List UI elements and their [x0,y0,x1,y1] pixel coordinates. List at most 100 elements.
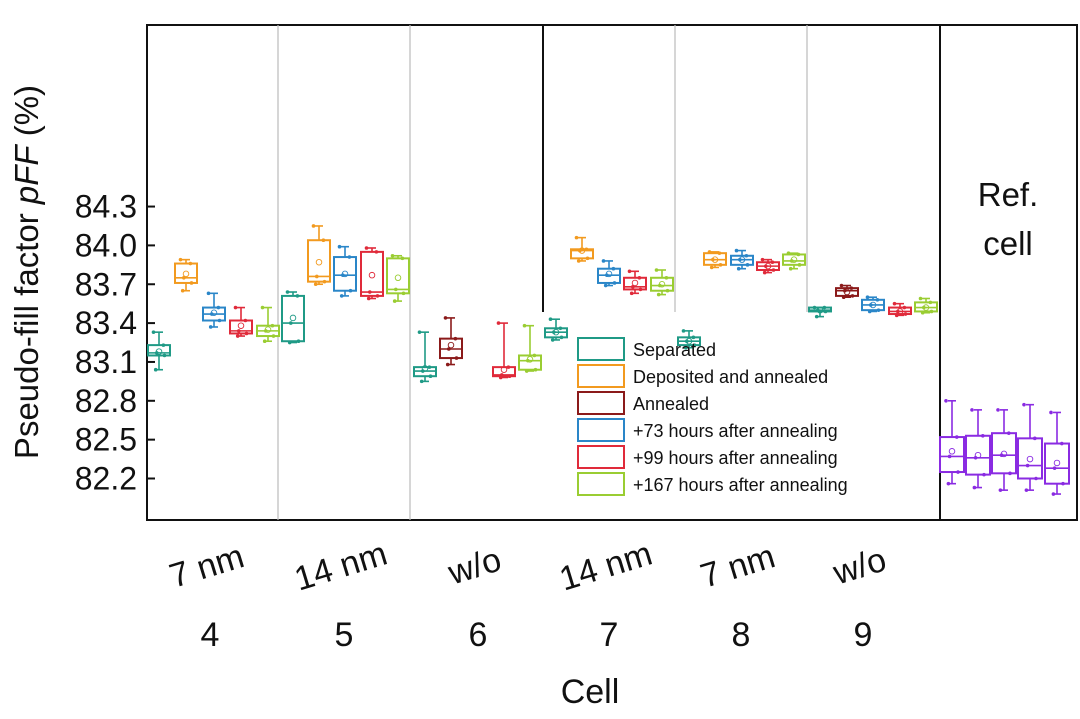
data-point [903,312,908,316]
data-point [786,251,791,255]
data-point [428,374,433,378]
y-axis-label: Pseudo-fill factor pFF (%) [8,85,45,459]
data-point [709,265,714,270]
box-5-series-1 [307,224,331,287]
data-point [337,244,342,249]
data-point [155,351,159,355]
data-point [206,291,211,296]
data-point [339,294,344,298]
y-tick-label: 83.1 [75,344,137,380]
data-point [849,286,854,290]
data-point [790,259,794,263]
layer-thickness-label: 7 nm [696,537,779,595]
data-point [289,321,293,325]
data-point [548,317,553,322]
data-point [506,365,511,369]
data-point [217,318,222,323]
data-point [770,260,775,265]
x-axis: 7 nm 4 14 nm 5 w/o 6 14 nm 7 7 nm 8 w/o 9 [165,534,891,654]
data-point [584,247,589,252]
data-point [390,253,395,258]
box-7-series-1 [570,235,594,263]
mean-marker [368,271,376,279]
box-iqr [386,257,410,295]
data-point [262,339,267,344]
data-point [368,290,372,294]
reference-cell-boxes [939,399,1070,496]
data-point [188,261,193,266]
legend-swatch [577,418,625,442]
data-point [892,301,897,306]
box-9-series-0 [808,305,832,319]
mean-marker [421,365,429,372]
data-point [161,343,166,347]
data-point [946,481,951,486]
data-point [665,288,670,293]
data-point [522,323,527,328]
data-point [865,295,870,300]
data-point [664,275,669,280]
data-point [210,312,214,316]
data-point [745,263,750,267]
data-point [401,291,406,296]
mean-marker [631,279,639,287]
data-point [1052,466,1057,470]
data-point [1025,463,1030,468]
data-point [736,266,741,271]
data-point [605,273,609,277]
data-point [443,316,448,320]
data-point [944,399,948,403]
box-iqr [1017,437,1043,480]
box-7-series-5 [650,268,674,297]
data-point [313,282,318,287]
data-point [374,250,379,254]
data-point [691,335,696,340]
mean-marker [237,322,245,329]
data-point [812,305,817,310]
data-point [321,238,326,243]
box-iqr [307,239,331,283]
data-point [417,330,422,334]
legend-label: +99 hours after annealing [633,448,838,468]
layer-thickness-label: 7 nm [165,537,248,595]
data-point [996,408,1000,412]
data-point [552,330,556,334]
data-point [445,362,450,367]
data-point [496,321,501,325]
data-point [260,305,265,310]
data-point [558,326,563,331]
data-point [738,257,742,262]
data-point [392,299,397,303]
box-9-series-3 [861,295,885,314]
data-point [629,291,634,296]
data-point [454,356,459,360]
mean-marker [182,270,190,278]
mean-marker [447,341,455,349]
box-6-series-0 [413,330,437,384]
data-point [788,266,793,271]
y-tick-label: 82.2 [75,461,137,497]
data-point [816,308,820,312]
data-point [718,263,723,267]
cell-number-label: 7 [600,616,619,654]
data-point [208,325,213,329]
data-point [1008,471,1012,476]
data-point [896,309,900,314]
y-tick-label: 83.4 [75,305,137,341]
plot-frame [146,24,1078,521]
data-point [601,259,606,263]
data-point [711,257,715,262]
data-point [315,274,319,279]
ref-box-2 [965,408,991,490]
layer-thickness-label: 14 nm [555,534,656,598]
box-iqr [360,250,384,297]
box-4-series-4 [229,305,253,338]
y-tick-label: 84.0 [75,227,137,263]
data-point [867,309,872,314]
data-point [153,367,158,372]
data-point [533,367,538,372]
data-point [347,255,352,259]
cell-number-label: 5 [335,616,354,654]
x-axis-label: Cell [561,673,620,711]
